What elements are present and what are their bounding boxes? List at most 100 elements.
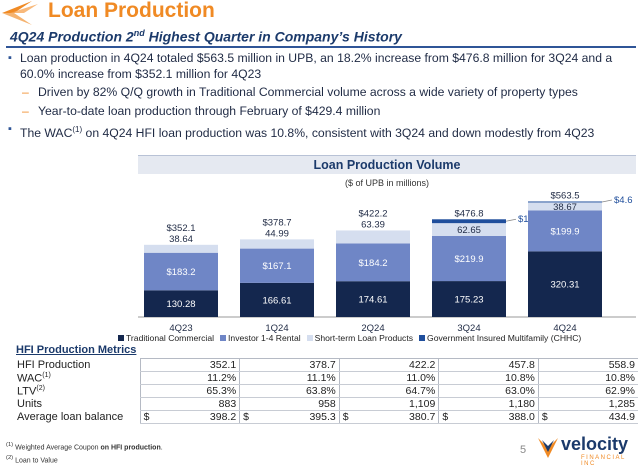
total-label-4q24: $563.5: [550, 190, 579, 201]
data-label-4q23-s0: 130.28: [166, 299, 195, 310]
legend-label-3: Government Insured Multifamily (CHHC): [427, 333, 582, 343]
metrics-cell: 378.7: [239, 358, 340, 372]
bar-segment-4q23-0: [144, 290, 218, 317]
metrics-cell: 62.9%: [537, 384, 638, 398]
metrics-row-label: HFI Production: [17, 359, 91, 371]
category-label-1q24: 1Q24: [265, 323, 288, 334]
bar-segment-1q24-2: [240, 239, 314, 249]
bar-segment-1q24-1: [240, 248, 314, 283]
data-label-1q24-s0: 166.61: [262, 295, 291, 306]
metrics-cell: 457.8: [438, 358, 539, 372]
metrics-row: HFI Production 352.1 378.7 422.2 457.8 558.9: [14, 358, 638, 372]
metrics-title: HFI Production Metrics: [16, 344, 137, 356]
data-label-3q24-s2: 62.65: [457, 225, 481, 236]
metrics-cell: 63.0%: [438, 384, 539, 398]
data-label-2q24-s0: 174.61: [358, 295, 387, 306]
metrics-row-label: Average loan balance: [17, 411, 124, 423]
bar-segment-4q23-2: [144, 244, 218, 253]
metrics-cell: 958: [239, 397, 340, 411]
legend-item-1: Investor 1-4 Rental: [220, 333, 301, 343]
data-label-1q24-s1: $167.1: [262, 261, 291, 272]
metrics-cell: $398.2: [139, 410, 240, 424]
chart-title: Loan Production Volume: [138, 155, 636, 174]
bar-segment-3q24-3: [432, 219, 506, 224]
metrics-cell: 883: [139, 397, 240, 411]
metrics-cell: $434.9: [537, 410, 638, 424]
footnote-1: (1) Weighted Average Coupon on HFI produ…: [6, 442, 163, 452]
metrics-cell: $388.0: [438, 410, 539, 424]
data-label-1q24-s2: 44.99: [265, 228, 289, 239]
sub-bullet-growth-driver: Driven by 82% Q/Q growth in Traditional …: [8, 85, 634, 101]
callout-line-4q24: [601, 199, 613, 203]
logo-wordmark: velocity: [561, 434, 629, 454]
sub-bullet-ytd: Year-to-date loan production through Feb…: [8, 104, 634, 120]
bar-segment-2q24-2: [336, 230, 410, 244]
total-label-2q24: $422.2: [358, 208, 387, 219]
bar-segment-1q24-0: [240, 282, 314, 317]
title-divider: [6, 46, 636, 48]
page-number: 5: [520, 444, 527, 456]
legend-swatch-0: [118, 335, 124, 341]
metrics-table: HFI Production 352.1 378.7 422.2 457.8 558.9 W…: [14, 358, 638, 424]
metrics-cell: 65.3%: [139, 384, 240, 398]
bar-segment-2q24-0: [336, 281, 410, 317]
total-label-3q24: $476.8: [454, 208, 483, 219]
velocity-logo-chevron-icon: [538, 438, 558, 458]
callout-label-4q24: $4.6: [614, 195, 633, 206]
metrics-cell: 1,180: [438, 397, 539, 411]
bar-segment-4q24-3: [528, 201, 602, 203]
data-label-4q24-s2: 38.67: [553, 202, 577, 213]
metrics-row-label: LTV(2): [17, 384, 45, 398]
logo-subtext: FINANCIAL INC: [581, 455, 626, 466]
metrics-cell: 11.0%: [338, 371, 439, 385]
metrics-cell: 1,109: [338, 397, 439, 411]
legend-label-0: Traditional Commercial: [126, 333, 215, 343]
summary-bullets: Loan production in 4Q24 totaled $563.5 m…: [8, 51, 634, 142]
category-label-3q24: 3Q24: [457, 323, 480, 334]
data-label-4q23-s1: $183.2: [166, 267, 195, 278]
bullet-production-total: Loan production in 4Q24 totaled $563.5 m…: [8, 51, 634, 82]
bar-segment-3q24-0: [432, 281, 506, 317]
metrics-cell: 352.1: [139, 358, 240, 372]
velocity-logo: velocity FINANCIAL INC: [536, 434, 640, 466]
bar-segment-3q24-2: [432, 223, 506, 236]
metrics-cell: 558.9: [537, 358, 638, 372]
category-label-4q23: 4Q23: [169, 323, 192, 334]
footnotes: (1) Weighted Average Coupon on HFI produ…: [6, 440, 163, 466]
bar-segment-4q24-2: [528, 202, 602, 211]
metrics-cell: 64.7%: [338, 384, 439, 398]
metrics-row-label: Units: [17, 398, 43, 410]
category-label-2q24: 2Q24: [361, 323, 384, 334]
data-label-3q24-s1: $219.9: [454, 254, 483, 265]
page-subtitle: 4Q24 Production 2nd Highest Quarter in C…: [10, 28, 402, 45]
legend-swatch-2: [306, 335, 313, 341]
legend-item-0: Traditional Commercial: [118, 333, 214, 343]
bar-segment-4q24-1: [528, 210, 602, 252]
legend-swatch-1: [220, 335, 227, 341]
metrics-row: Units 883 958 1,109 1,180 1,285: [14, 397, 638, 411]
metrics-cell: 1,285: [537, 397, 638, 411]
bar-segment-2q24-1: [336, 243, 410, 282]
metrics-cell: 11.2%: [139, 371, 240, 385]
data-label-4q23-s2: 38.64: [169, 234, 193, 245]
metrics-row: Average loan balance $398.2 $395.3 $380.7 $3…: [14, 410, 638, 424]
metrics-cell: 11.1%: [239, 371, 340, 385]
data-label-3q24-s0: 175.23: [454, 295, 483, 306]
metrics-row-label: WAC(1): [17, 371, 51, 385]
total-label-4q23: $352.1: [166, 223, 195, 234]
legend-label-1: Investor 1-4 Rental: [228, 333, 301, 343]
metrics-cell: 10.8%: [537, 371, 638, 385]
legend-swatch-3: [419, 335, 426, 341]
metrics-cell: $395.3: [239, 410, 340, 424]
metrics-cell: 63.8%: [239, 384, 340, 398]
velocity-chevron-logo-icon: [2, 1, 38, 25]
legend-item-2: Short-term Loan Products: [306, 333, 414, 343]
legend-item-3: Government Insured Multifamily (CHHC): [419, 333, 581, 343]
bar-segment-4q23-1: [144, 252, 218, 291]
legend-label-2: Short-term Loan Products: [314, 333, 414, 343]
bar-segment-3q24-1: [432, 235, 506, 282]
metrics-cell: $380.7: [338, 410, 439, 424]
metrics-row: WAC(1) 11.2% 11.1% 11.0% 10.8% 10.8%: [14, 371, 638, 385]
data-label-2q24-s1: $184.2: [358, 258, 387, 269]
footnote-2: (2) Loan to Value: [6, 455, 58, 465]
